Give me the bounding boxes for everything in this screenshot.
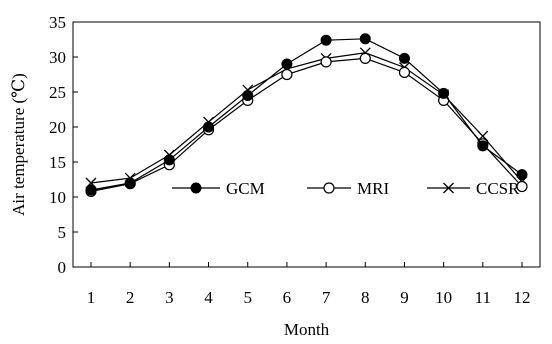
data-point-mri <box>398 66 411 79</box>
y-tick-label: 25 <box>49 83 66 102</box>
series-mri <box>85 52 528 197</box>
x-axis-title: Month <box>284 320 330 339</box>
y-tick-label: 0 <box>58 258 67 277</box>
legend-marker-gcm <box>190 182 202 194</box>
legend-label-gcm: GCM <box>226 179 265 198</box>
legend: GCM MRI CCSR <box>172 179 520 198</box>
series-line-gcm <box>90 38 523 191</box>
x-axis-ticks: 1 2 3 4 5 6 7 8 9 10 11 12 <box>87 262 531 307</box>
data-point-gcm <box>242 90 254 101</box>
x-tick-label: 11 <box>475 288 491 307</box>
data-point-gcm <box>516 169 528 181</box>
legend-label-mri: MRI <box>357 179 389 198</box>
x-tick-label: 8 <box>361 288 370 307</box>
y-tick-label: 5 <box>58 223 67 242</box>
y-tick-label: 10 <box>49 188 66 207</box>
axes <box>72 21 541 268</box>
x-tick-label: 2 <box>126 288 135 307</box>
x-tick-label: 7 <box>322 288 331 307</box>
y-axis-title: Air temperature (℃) <box>9 73 28 216</box>
y-tick-label: 30 <box>49 48 66 67</box>
data-point-gcm <box>320 34 332 46</box>
y-tick-label: 20 <box>49 118 66 137</box>
plot-frame <box>72 21 541 268</box>
data-point-mri <box>359 52 371 65</box>
x-tick-label: 4 <box>204 288 213 307</box>
legend-marker-ccsr <box>443 182 454 194</box>
data-point-gcm <box>438 87 450 99</box>
series-line-ccsr <box>90 52 523 184</box>
x-tick-label: 3 <box>165 288 174 307</box>
legend-item-gcm: GCM <box>172 179 265 198</box>
y-tick-label: 15 <box>49 153 66 172</box>
data-point-gcm <box>163 154 175 166</box>
x-tick-label: 12 <box>514 288 531 307</box>
y-axis-ticks: 0 5 10 15 20 25 30 35 <box>49 13 78 277</box>
data-point-gcm <box>281 58 293 70</box>
series-line-mri <box>90 57 523 192</box>
legend-item-mri: MRI <box>307 179 389 198</box>
series-layer <box>85 33 528 197</box>
data-point-gcm <box>359 33 371 45</box>
x-tick-label: 5 <box>243 288 252 307</box>
data-point-gcm <box>477 140 489 152</box>
x-tick-label: 1 <box>87 288 96 307</box>
data-point-mri <box>516 180 528 193</box>
legend-marker-mri <box>323 182 335 194</box>
y-tick-label: 35 <box>49 13 66 32</box>
legend-label-ccsr: CCSR <box>476 179 520 198</box>
data-point-gcm <box>124 177 136 189</box>
x-tick-label: 10 <box>435 288 452 307</box>
data-point-mri <box>320 56 332 68</box>
data-point-gcm <box>85 184 97 196</box>
x-tick-label: 9 <box>400 288 409 307</box>
legend-item-ccsr: CCSR <box>427 179 520 198</box>
x-tick-label: 6 <box>283 288 292 307</box>
data-point-gcm <box>398 52 410 64</box>
data-point-mri <box>281 68 293 81</box>
data-point-gcm <box>203 121 215 133</box>
series-gcm <box>85 33 528 196</box>
